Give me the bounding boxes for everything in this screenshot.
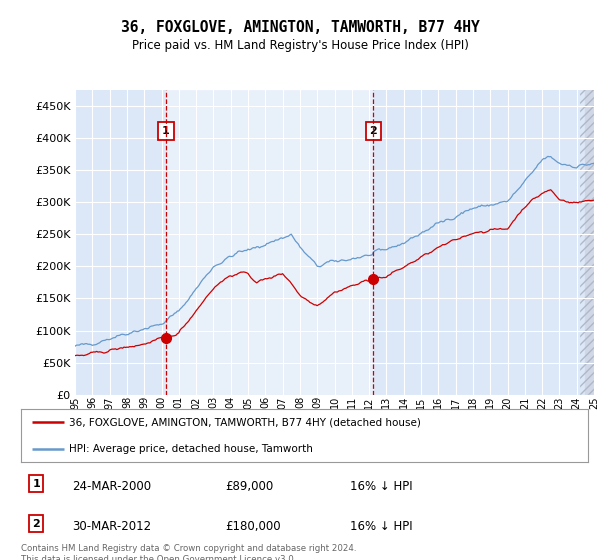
- Text: 30-MAR-2012: 30-MAR-2012: [72, 520, 151, 533]
- Text: Contains HM Land Registry data © Crown copyright and database right 2024.
This d: Contains HM Land Registry data © Crown c…: [21, 544, 356, 560]
- Text: 1: 1: [162, 127, 170, 137]
- Text: Price paid vs. HM Land Registry's House Price Index (HPI): Price paid vs. HM Land Registry's House …: [131, 39, 469, 52]
- Text: HPI: Average price, detached house, Tamworth: HPI: Average price, detached house, Tamw…: [69, 444, 313, 454]
- Text: 16% ↓ HPI: 16% ↓ HPI: [350, 520, 412, 533]
- Bar: [166, 90, 373, 395]
- Text: £89,000: £89,000: [225, 480, 274, 493]
- Text: 16% ↓ HPI: 16% ↓ HPI: [350, 480, 412, 493]
- Text: 36, FOXGLOVE, AMINGTON, TAMWORTH, B77 4HY: 36, FOXGLOVE, AMINGTON, TAMWORTH, B77 4H…: [121, 20, 479, 35]
- Text: 24-MAR-2000: 24-MAR-2000: [72, 480, 151, 493]
- Text: 2: 2: [370, 127, 377, 137]
- Text: 36, FOXGLOVE, AMINGTON, TAMWORTH, B77 4HY (detached house): 36, FOXGLOVE, AMINGTON, TAMWORTH, B77 4H…: [69, 417, 421, 427]
- Bar: [586, 90, 594, 395]
- Text: £180,000: £180,000: [225, 520, 281, 533]
- Text: 1: 1: [32, 479, 40, 489]
- Text: 2: 2: [32, 519, 40, 529]
